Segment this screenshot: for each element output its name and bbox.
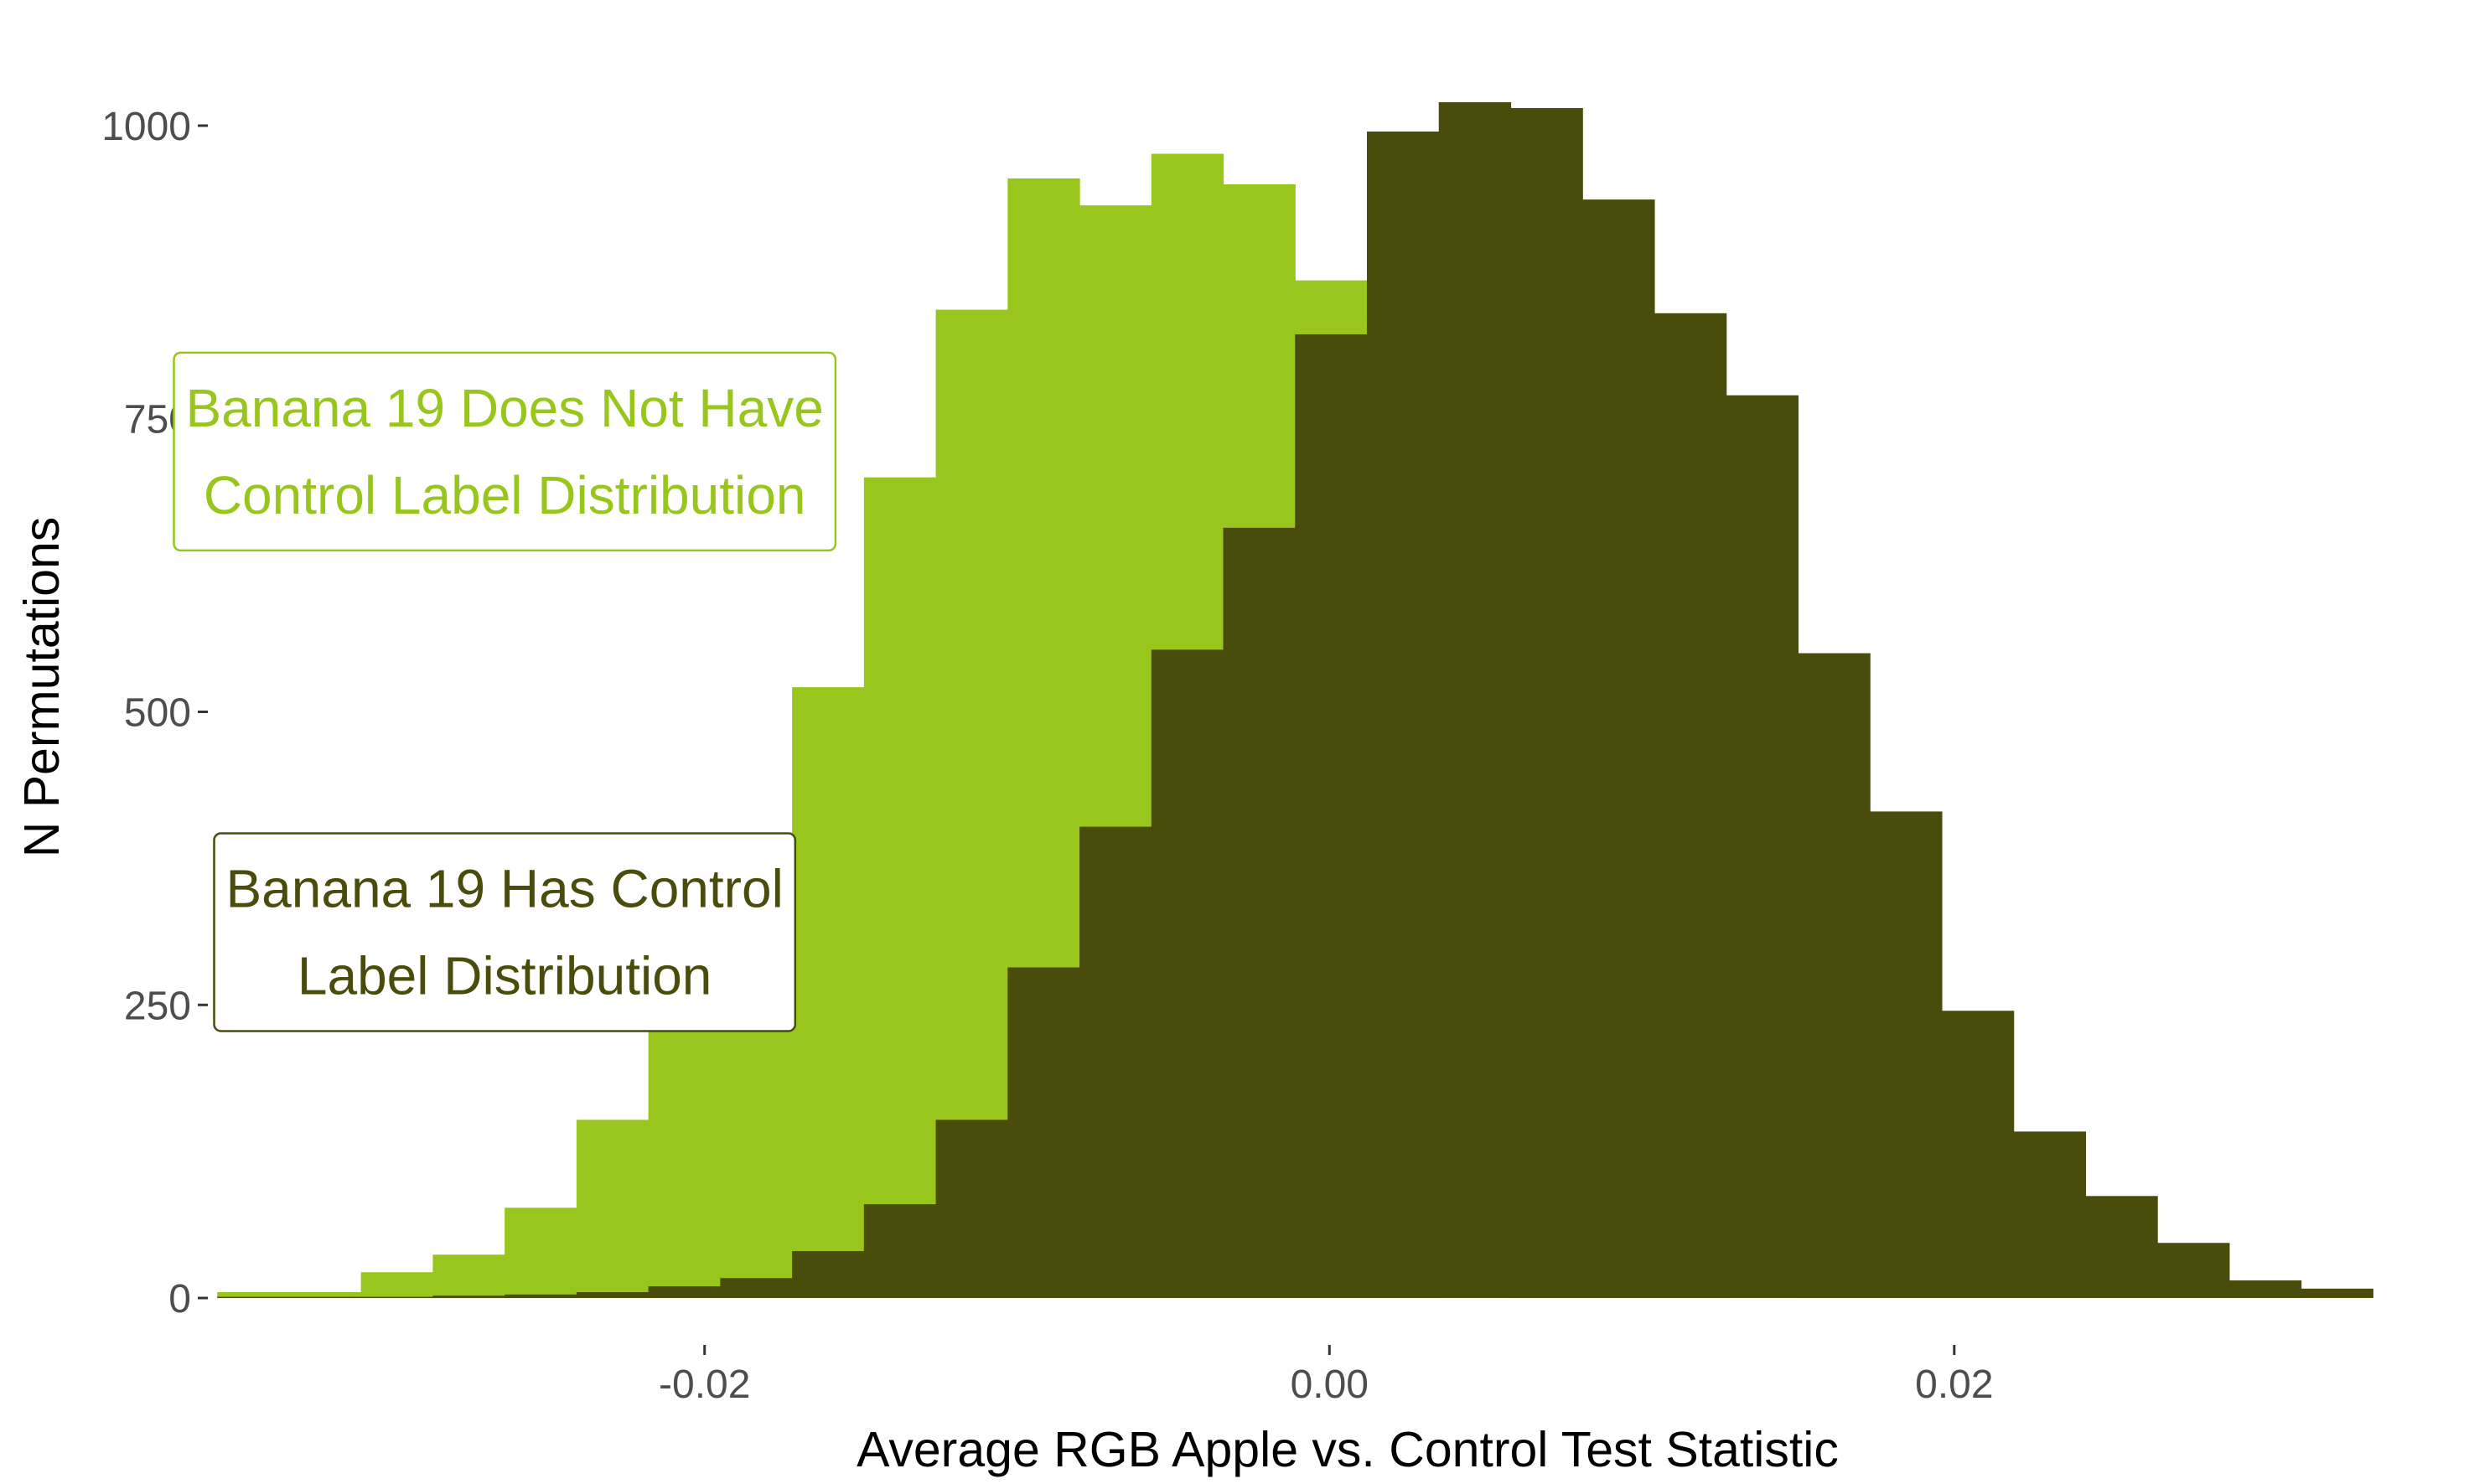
histogram-bar	[2228, 1280, 2302, 1299]
histogram-bar	[505, 1294, 577, 1299]
histogram-bar	[1510, 107, 1583, 1299]
histogram-bar	[1798, 653, 1871, 1299]
histogram-bar	[217, 1296, 290, 1299]
annotation-box	[213, 832, 797, 1032]
histogram-bar	[2013, 1131, 2086, 1299]
annotation-text-line: Control Label Distribution	[204, 465, 806, 525]
histogram-bar	[505, 1207, 577, 1299]
annotation-text-line: Label Distribution	[298, 946, 712, 1006]
histogram-bar	[1295, 334, 1368, 1299]
histogram-bar	[1007, 967, 1080, 1299]
histogram-bar	[648, 1005, 721, 1299]
histogram-bar	[432, 1254, 505, 1299]
histogram-bar	[217, 1292, 290, 1299]
histogram-bar	[792, 1251, 865, 1299]
annotation-label: Banana 19 Does Not Have Control Label Dis…	[173, 351, 837, 552]
y-tick-label: 1000	[101, 105, 191, 149]
histogram-bar	[863, 477, 937, 1299]
histogram-bar	[648, 1286, 721, 1299]
x-tick-label: -0.02	[659, 1362, 750, 1407]
x-tick-label: 0.00	[1291, 1362, 1369, 1407]
histogram-bar	[1367, 131, 1440, 1299]
x-axis: -0.02 0.00 0.02	[659, 1345, 1994, 1407]
histogram-bar	[1151, 649, 1224, 1299]
y-tick-label: 250	[124, 984, 191, 1028]
annotation-box	[173, 351, 837, 552]
y-tick-label: 500	[124, 690, 191, 735]
legend-annotations: Banana 19 Does Not Have Control Label Dis…	[173, 351, 837, 1032]
histogram-bar	[576, 1119, 650, 1299]
histogram-bar	[1223, 527, 1296, 1299]
histogram-bar	[1870, 811, 1943, 1299]
histogram-bar	[432, 1295, 505, 1299]
histogram-bar	[863, 1204, 937, 1299]
histogram-bar	[288, 1296, 362, 1299]
histogram-bar	[1654, 313, 1727, 1299]
histogram-bar	[1726, 395, 1799, 1299]
y-tick-label: 0	[168, 1277, 191, 1321]
histogram-bar	[1582, 199, 1655, 1299]
annotation-text-line: Banana 19 Has Control	[225, 859, 783, 919]
histogram-bar	[2157, 1243, 2230, 1299]
histogram-bar	[2085, 1196, 2158, 1299]
histogram-bar	[792, 687, 865, 1299]
x-axis-title: Average RGB Apple vs. Control Test Stati…	[857, 1422, 1839, 1477]
histogram-bar	[720, 1278, 793, 1299]
histogram-bar	[1079, 826, 1152, 1299]
x-tick-label: 0.02	[1915, 1362, 1993, 1407]
histogram-bar	[288, 1292, 362, 1299]
y-axis-title: N Permutations	[14, 517, 70, 858]
histogram-bar	[2301, 1288, 2373, 1299]
annotation-text-line: Banana 19 Does Not Have	[185, 378, 823, 438]
annotation-label: Banana 19 Has Control Label Distribution	[213, 832, 797, 1032]
histogram-bar	[1438, 101, 1512, 1299]
histogram-bar	[360, 1272, 433, 1299]
histogram-bar	[935, 1119, 1008, 1299]
series-bars-has-control	[217, 101, 2373, 1299]
histogram-bar	[576, 1292, 650, 1299]
histogram-bar	[360, 1296, 433, 1299]
histogram-bar	[1941, 1011, 2015, 1299]
